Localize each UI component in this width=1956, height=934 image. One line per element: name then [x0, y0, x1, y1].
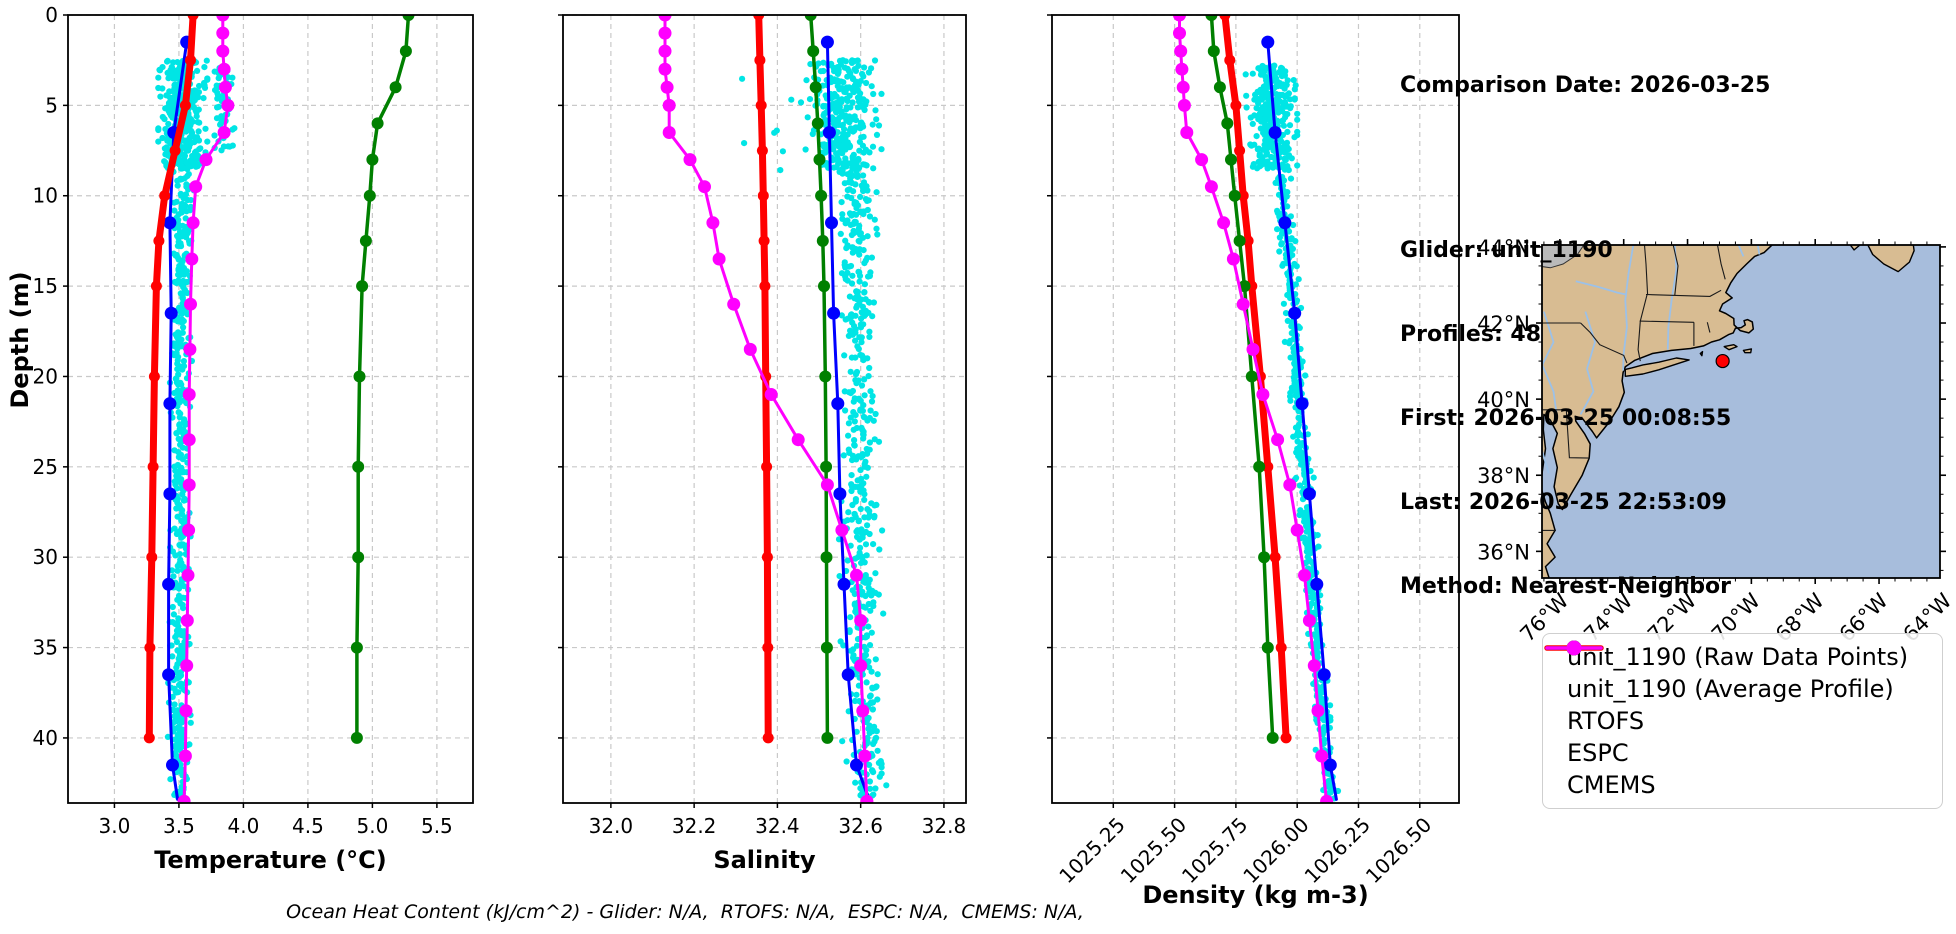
profile-line-espc-density — [1205, 15, 1279, 744]
gridlines-temperature — [68, 14, 473, 803]
svg-text:5: 5 — [45, 93, 58, 117]
legend-label-espc: ESPC — [1567, 739, 1629, 767]
profiles-count-text: Profiles: 48 — [1400, 322, 1542, 347]
svg-text:0: 0 — [45, 3, 58, 27]
svg-text:30: 30 — [33, 545, 58, 569]
ylabel-depth: Depth (m) — [6, 271, 34, 408]
panel-salinity: 32.0 32.2 32.4 32.6 32.8 Salinity — [558, 14, 967, 874]
legend-item-espc: ESPC — [1543, 640, 1942, 769]
comparison-date-text: Comparison Date: 2026-03-25 — [1400, 73, 1771, 98]
profile-line-cmems-salinity — [658, 15, 874, 803]
svg-text:10: 10 — [33, 184, 58, 208]
profile-line-avg-salinity — [820, 35, 871, 801]
svg-text:1026.25: 1026.25 — [1300, 813, 1375, 888]
svg-text:1026.50: 1026.50 — [1361, 813, 1436, 888]
map-ticks — [1536, 239, 1946, 584]
profile-line-espc-salinity — [804, 15, 834, 744]
first-time-text: First: 2026-03-25 00:08:55 — [1400, 406, 1732, 431]
svg-text:32.0: 32.0 — [589, 814, 634, 838]
svg-text:15: 15 — [33, 274, 58, 298]
svg-text:32.6: 32.6 — [838, 814, 883, 838]
svg-text:1025.50: 1025.50 — [1116, 813, 1191, 888]
svg-text:32.4: 32.4 — [755, 814, 800, 838]
lat-tick-label: 36°N — [1477, 540, 1530, 564]
xlabel-temperature: Temperature (°C) — [154, 846, 387, 874]
svg-text:3.5: 3.5 — [163, 814, 195, 838]
legend-label-avg: unit_1190 (Average Profile) — [1567, 675, 1894, 703]
svg-text:5.0: 5.0 — [356, 814, 388, 838]
lat-tick-label: 42°N — [1477, 312, 1530, 336]
legend-label-cmems: CMEMS — [1567, 771, 1656, 799]
lake-region — [1542, 245, 1585, 269]
lat-tick-label: 40°N — [1477, 388, 1530, 412]
svg-text:1025.75: 1025.75 — [1177, 813, 1252, 888]
last-time-text: Last: 2026-03-25 22:53:09 — [1400, 490, 1727, 515]
profile-line-espc-temperature — [350, 15, 415, 744]
panel-density: 1025.251025.501025.751026.001026.251026.… — [1047, 14, 1460, 909]
legend-item-raw: unit_1190 (Raw Data Points) — [1543, 641, 1942, 673]
svg-text:20: 20 — [33, 364, 58, 388]
xlabel-salinity: Salinity — [713, 846, 816, 874]
info-block: Comparison Date: 2026-03-25 Glider: unit… — [1400, 16, 1770, 657]
location-map: 44°N42°N40°N38°N36°N76°W 74°W 72°W 70°W 68°W… — [1477, 236, 1956, 647]
xlabel-density: Density (kg m-3) — [1142, 881, 1368, 909]
axis-ticks-salinity: 32.0 32.2 32.4 32.6 32.8 — [558, 14, 967, 838]
state-borders — [1542, 245, 1726, 531]
svg-text:40: 40 — [33, 726, 58, 750]
svg-text:1026.00: 1026.00 — [1238, 813, 1313, 888]
svg-text:3.0: 3.0 — [99, 814, 131, 838]
legend-label-rtofs: RTOFS — [1567, 707, 1645, 735]
legend: unit_1190 (Raw Data Points) unit_1190 (Av… — [1542, 633, 1943, 809]
profile-line-cmems-density — [1173, 15, 1334, 803]
glider-name-text: Glider: unit_1190 — [1400, 238, 1613, 263]
map-border — [1541, 244, 1941, 579]
svg-text:32.8: 32.8 — [922, 814, 967, 838]
svg-text:32.2: 32.2 — [672, 814, 717, 838]
info-spacer — [1400, 156, 1770, 181]
panel-border-temperature — [67, 14, 474, 804]
svg-text:4.5: 4.5 — [292, 814, 324, 838]
legend-label-raw: unit_1190 (Raw Data Points) — [1567, 643, 1909, 671]
profile-line-rtofs-density — [1219, 15, 1292, 744]
svg-text:35: 35 — [33, 636, 58, 660]
profile-line-rtofs-temperature — [143, 15, 199, 744]
profile-line-rtofs-salinity — [753, 15, 774, 744]
svg-text:5.5: 5.5 — [421, 814, 453, 838]
legend-item-cmems: CMEMS — [1543, 640, 1942, 801]
legend-item-rtofs: RTOFS — [1543, 640, 1942, 737]
legend-marker-cmems — [1545, 640, 1603, 656]
panel-temperature: 3.0 3.5 4.0 4.5 5.0 5.5 0 5 10 15 20 25 30 35 40 Temper… — [33, 3, 474, 874]
ocean-heat-content-footnote: Ocean Heat Content (kJ/cm^2) - Glider: N… — [286, 901, 1084, 923]
axis-ticks-temperature: 3.0 3.5 4.0 4.5 5.0 5.5 0 5 10 15 20 25 30 35 40 — [33, 3, 453, 838]
panel-border-density — [1051, 14, 1460, 804]
svg-text:1025.25: 1025.25 — [1054, 813, 1129, 888]
profile-line-cmems-temperature — [177, 15, 235, 803]
profile-line-avg-density — [1261, 35, 1338, 801]
lat-tick-label: 38°N — [1477, 464, 1530, 488]
lat-tick-label: 44°N — [1477, 236, 1530, 260]
method-text: Method: Nearest-Neighbor — [1400, 574, 1731, 599]
panel-border-salinity — [562, 14, 967, 804]
glider-location-marker — [1715, 353, 1730, 369]
svg-text:4.0: 4.0 — [228, 814, 260, 838]
legend-item-avg: unit_1190 (Average Profile) — [1543, 640, 1942, 705]
islands — [1624, 245, 1915, 378]
mainland — [1542, 245, 1773, 578]
svg-text:25: 25 — [33, 455, 58, 479]
